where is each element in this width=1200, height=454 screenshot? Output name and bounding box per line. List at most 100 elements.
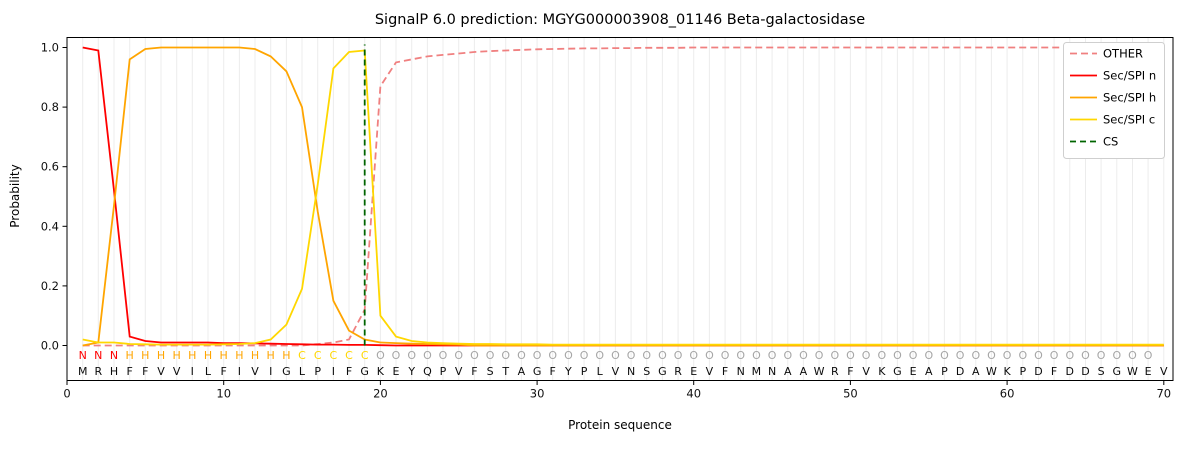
- residue-letter: F: [221, 365, 227, 378]
- residue-letter: S: [643, 365, 650, 378]
- residue-letter: S: [487, 365, 494, 378]
- region-label: O: [721, 349, 730, 362]
- region-label: O: [877, 349, 886, 362]
- residue-letter: F: [142, 365, 148, 378]
- region-label: C: [314, 349, 322, 362]
- y-tick-label: 1.0: [41, 41, 59, 55]
- region-label: O: [971, 349, 980, 362]
- residue-letter: P: [440, 365, 447, 378]
- residue-letter: F: [471, 365, 477, 378]
- region-label: C: [298, 349, 306, 362]
- residue-letter: M: [78, 365, 88, 378]
- legend-entry-sec-spi-h: Sec/SPI h: [1070, 91, 1156, 105]
- region-label: H: [251, 349, 259, 362]
- region-label: O: [893, 349, 902, 362]
- region-label: O: [564, 349, 573, 362]
- region-label: C: [361, 349, 369, 362]
- y-tick-label: 0.8: [41, 100, 59, 114]
- x-tick-label: 10: [216, 387, 231, 401]
- residue-letter: V: [612, 365, 620, 378]
- residue-letter: D: [1081, 365, 1089, 378]
- residue-letter: D: [956, 365, 964, 378]
- x-tick-label: 70: [1156, 387, 1171, 401]
- residue-letter: G: [893, 365, 902, 378]
- series-line-sec-spi-h: [82, 46, 1164, 347]
- residue-letter: G: [360, 365, 369, 378]
- region-label: O: [454, 349, 463, 362]
- series-line-sec-spi-n: [82, 46, 1164, 347]
- x-tick-label: 40: [686, 387, 701, 401]
- legend-label-cs: CS: [1103, 135, 1118, 149]
- x-tick-label: 30: [530, 387, 545, 401]
- residue-letter: E: [690, 365, 697, 378]
- region-label: O: [830, 349, 839, 362]
- residue-letter: R: [831, 365, 839, 378]
- residue-letter: G: [658, 365, 667, 378]
- residue-letter: D: [1066, 365, 1074, 378]
- region-label: O: [1128, 349, 1137, 362]
- region-label: O: [1018, 349, 1027, 362]
- region-label: O: [1081, 349, 1090, 362]
- residue-letter: L: [205, 365, 212, 378]
- region-label: O: [752, 349, 761, 362]
- residue-letter: N: [768, 365, 776, 378]
- region-label: H: [204, 349, 212, 362]
- region-label: H: [188, 349, 196, 362]
- region-label: O: [548, 349, 557, 362]
- region-label: O: [1034, 349, 1043, 362]
- region-label: O: [1065, 349, 1074, 362]
- region-label: O: [1003, 349, 1012, 362]
- residue-letter: F: [847, 365, 853, 378]
- residue-letter: Q: [423, 365, 432, 378]
- residue-letter: K: [377, 365, 385, 378]
- residue-letter: F: [346, 365, 352, 378]
- residue-letter: R: [674, 365, 682, 378]
- region-label: O: [909, 349, 918, 362]
- region-label: O: [439, 349, 448, 362]
- sequence-letters: NMNRNHHFHFHVHVHIHLHFHIHVHIHGCLCPCICFCGOK…: [78, 349, 1168, 378]
- region-label: O: [658, 349, 667, 362]
- region-label: H: [141, 349, 149, 362]
- residue-letter: F: [722, 365, 728, 378]
- residue-letter: A: [925, 365, 933, 378]
- residue-letter: G: [1113, 365, 1122, 378]
- region-label: O: [783, 349, 792, 362]
- residue-letter: V: [173, 365, 181, 378]
- residue-letter: G: [533, 365, 542, 378]
- region-label: O: [956, 349, 965, 362]
- residue-letter: F: [1051, 365, 1057, 378]
- region-label: O: [627, 349, 636, 362]
- residue-letter: A: [784, 365, 792, 378]
- residue-letter: V: [1160, 365, 1168, 378]
- residue-letter: A: [800, 365, 808, 378]
- region-label: O: [1097, 349, 1106, 362]
- residue-letter: D: [1034, 365, 1042, 378]
- residue-letter: W: [1127, 365, 1138, 378]
- region-label: O: [924, 349, 933, 362]
- region-label: O: [470, 349, 479, 362]
- residue-letter: G: [282, 365, 291, 378]
- region-label: C: [330, 349, 338, 362]
- legend-entry-other: OTHER: [1070, 47, 1143, 61]
- region-label: O: [705, 349, 714, 362]
- region-label: N: [79, 349, 87, 362]
- region-label: O: [595, 349, 604, 362]
- residue-letter: F: [550, 365, 556, 378]
- residue-letter: K: [878, 365, 886, 378]
- region-label: O: [423, 349, 432, 362]
- legend-box: [1063, 42, 1165, 159]
- region-label: H: [157, 349, 165, 362]
- residue-letter: I: [191, 365, 194, 378]
- x-tick-label: 60: [1000, 387, 1015, 401]
- region-label: O: [407, 349, 416, 362]
- region-label: O: [1112, 349, 1121, 362]
- residue-letter: V: [455, 365, 463, 378]
- region-label: H: [282, 349, 290, 362]
- legend-entry-cs: CS: [1070, 135, 1118, 149]
- region-label: O: [376, 349, 385, 362]
- region-label: O: [736, 349, 745, 362]
- region-label: O: [392, 349, 401, 362]
- legend-label-sec-spi-h: Sec/SPI h: [1103, 91, 1156, 105]
- grid-lines: [82, 37, 1165, 381]
